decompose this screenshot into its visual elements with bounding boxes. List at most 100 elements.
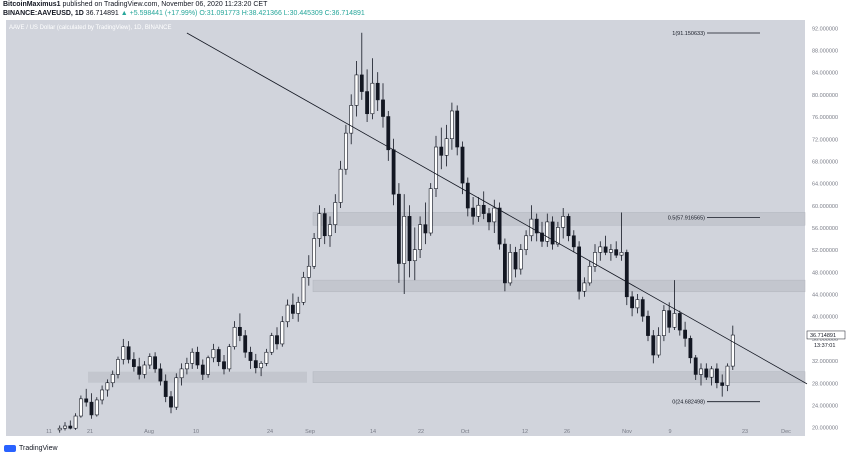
candle-body bbox=[89, 401, 94, 416]
candle-body bbox=[428, 188, 433, 234]
price-change: ▲ +5.598441 (+17.99%) bbox=[120, 10, 198, 17]
fib-level-label: 0(24.682498) bbox=[672, 400, 705, 406]
candle-body bbox=[132, 359, 136, 367]
support-zone[interactable] bbox=[88, 371, 307, 383]
candle-body bbox=[720, 382, 725, 386]
candle-body bbox=[200, 364, 205, 375]
candle-body bbox=[338, 168, 343, 203]
candle-body bbox=[73, 415, 78, 429]
tradingview-logo[interactable]: TradingView bbox=[4, 443, 58, 453]
candle-body bbox=[68, 425, 73, 429]
x-tick-label: 21 bbox=[87, 429, 93, 435]
candle-body bbox=[540, 232, 544, 242]
candle-body bbox=[725, 365, 730, 386]
candle-body bbox=[449, 110, 454, 139]
price-scale[interactable] bbox=[805, 20, 850, 436]
fib-level-label: 1(91.150633) bbox=[672, 31, 705, 37]
candle-body bbox=[322, 213, 327, 237]
candle-body bbox=[296, 302, 301, 314]
candle-body bbox=[481, 204, 486, 214]
candle-body bbox=[169, 396, 173, 408]
candle-body bbox=[79, 398, 83, 417]
candle-body bbox=[709, 368, 714, 378]
candle-body bbox=[121, 346, 126, 360]
candle-body bbox=[455, 110, 460, 148]
y-tick-label: 20.000000 bbox=[812, 426, 838, 432]
candle-body bbox=[243, 335, 248, 353]
candle-body bbox=[57, 427, 62, 431]
candle-body bbox=[163, 380, 168, 397]
candle-body bbox=[238, 326, 242, 336]
candle-body bbox=[285, 304, 290, 323]
candle-body bbox=[63, 425, 67, 429]
x-tick-label: Aug bbox=[144, 429, 154, 435]
tradingview-brand: TradingView bbox=[19, 444, 58, 452]
candle-body bbox=[312, 238, 317, 267]
candle-body bbox=[253, 360, 258, 369]
x-tick-label: 14 bbox=[370, 429, 376, 435]
candle-body bbox=[126, 346, 131, 360]
candle-body bbox=[216, 349, 221, 362]
tradingview-logo-icon bbox=[4, 444, 16, 452]
candle-body bbox=[593, 252, 597, 267]
candle-body bbox=[656, 335, 661, 356]
candle-body bbox=[418, 224, 423, 250]
y-tick-label: 44.000000 bbox=[812, 293, 838, 299]
candle-body bbox=[227, 346, 232, 370]
candle-body bbox=[434, 146, 438, 189]
candle-body bbox=[158, 368, 163, 382]
candle-body bbox=[476, 204, 481, 217]
x-tick-label: Dec bbox=[781, 429, 791, 435]
candle-body bbox=[667, 310, 672, 328]
x-tick-label: 10 bbox=[193, 429, 199, 435]
candle-body bbox=[328, 224, 332, 237]
candle-body bbox=[582, 282, 587, 292]
y-tick-label: 36.000000 bbox=[812, 337, 838, 343]
x-tick-label: Sep bbox=[305, 429, 315, 435]
x-tick-label: 26 bbox=[564, 429, 570, 435]
candle-body bbox=[598, 246, 603, 253]
author-name[interactable]: BitcoinMaximus1 bbox=[3, 1, 61, 8]
candle-body bbox=[635, 299, 640, 309]
support-zone[interactable] bbox=[312, 279, 806, 293]
candle-body bbox=[264, 351, 269, 364]
candle-body bbox=[269, 335, 274, 353]
support-zone[interactable] bbox=[312, 371, 806, 384]
candle-body bbox=[571, 235, 576, 248]
candle-body bbox=[195, 351, 200, 366]
x-tick-label: 23 bbox=[742, 429, 748, 435]
candle-body bbox=[206, 357, 211, 375]
candle-body bbox=[561, 216, 566, 228]
y-tick-label: 60.000000 bbox=[812, 204, 838, 210]
candle-body bbox=[232, 326, 237, 347]
y-tick-label: 92.000000 bbox=[812, 26, 838, 32]
candle-body bbox=[614, 249, 619, 256]
x-tick-label: Nov bbox=[622, 429, 632, 435]
chart-footer bbox=[0, 436, 850, 456]
x-tick-label: 11 bbox=[46, 429, 52, 435]
candle-body bbox=[370, 82, 375, 115]
candle-body bbox=[492, 207, 497, 223]
ohlc-values: O:31.091773 H:38.421366 L:30.445309 C:36… bbox=[199, 10, 365, 17]
y-tick-label: 88.000000 bbox=[812, 49, 838, 55]
y-tick-label: 84.000000 bbox=[812, 71, 838, 77]
y-tick-label: 72.000000 bbox=[812, 137, 838, 143]
candle-body bbox=[110, 374, 115, 384]
support-zone[interactable] bbox=[312, 212, 806, 226]
candle-body bbox=[714, 368, 719, 384]
candle-body bbox=[317, 213, 322, 239]
descending-trendline[interactable] bbox=[186, 32, 808, 385]
y-tick-label: 56.000000 bbox=[812, 226, 838, 232]
candle-body bbox=[471, 207, 476, 217]
candle-body bbox=[386, 116, 391, 151]
x-tick-label: 9 bbox=[668, 429, 671, 435]
symbol-name: BINANCE:AAVEUSD, 1D bbox=[3, 10, 84, 17]
candle-body bbox=[693, 357, 698, 375]
fib-level-label: 0.5(57.916565) bbox=[668, 215, 705, 221]
candle-body bbox=[704, 368, 709, 378]
candle-body bbox=[412, 249, 417, 262]
candle-body bbox=[545, 221, 550, 242]
candle-body bbox=[94, 399, 99, 416]
symbol-line: BINANCE:AAVEUSD, 1D 36.714891 ▲ +5.59844… bbox=[3, 10, 365, 17]
